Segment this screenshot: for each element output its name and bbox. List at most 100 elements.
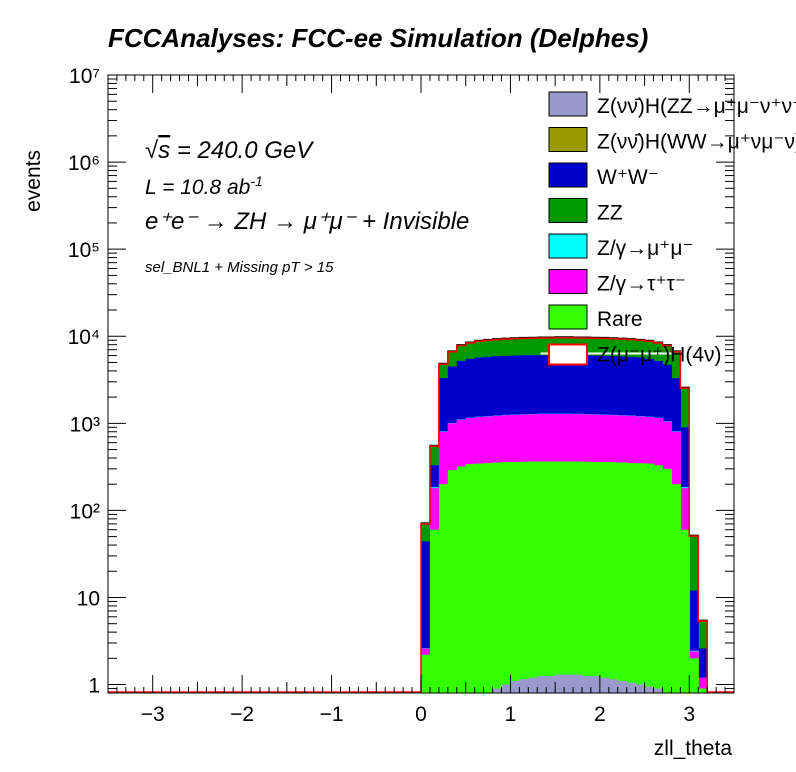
- stack-outline: [108, 336, 734, 694]
- ztautau-bar: [698, 677, 708, 693]
- legend-label: Z/γ→τ⁺τ⁻: [597, 273, 686, 296]
- x-tick-label: −3: [141, 703, 165, 726]
- annotation-selection: sel_BNL1 + Missing pT > 15: [145, 259, 334, 276]
- legend-swatch: [548, 162, 588, 188]
- rare-bar: [537, 461, 547, 693]
- legend-label: ZZ: [597, 202, 623, 225]
- ww-bar: [689, 590, 699, 693]
- zh-zz-bar: [590, 676, 601, 693]
- legend-swatch: [548, 269, 588, 294]
- rare-bar: [546, 461, 556, 693]
- legend-swatch: [548, 343, 588, 366]
- rare-bar: [644, 463, 655, 693]
- rare-bar: [510, 461, 520, 693]
- x-axis-label: zll_theta: [654, 737, 733, 760]
- ww-bar: [698, 648, 708, 693]
- annotation-process: e⁺e⁻ → ZH → μ⁺μ⁻ + Invisible: [145, 208, 469, 235]
- rare-bar: [447, 470, 458, 693]
- rare-bar: [590, 461, 601, 693]
- rare-bar: [626, 463, 637, 693]
- chart-title: FCCAnalyses: FCC-ee Simulation (Delphes): [108, 23, 648, 53]
- zh-zz-bar: [519, 679, 529, 693]
- zh-zz-bar: [510, 680, 520, 693]
- zh-zz-bar: [617, 680, 628, 693]
- zh-zz-bar: [635, 684, 646, 693]
- x-tick-label: 0: [415, 703, 427, 726]
- zh-zz-bar: [546, 676, 556, 693]
- x-tick-label: 3: [683, 703, 695, 726]
- zh-zz-bar: [626, 682, 637, 693]
- legend-label: Z/γ→μ⁺μ⁻: [597, 237, 694, 260]
- rare-bar: [671, 484, 681, 693]
- zh-zz-bar: [492, 688, 503, 693]
- y-tick-label: 10⁷: [69, 65, 100, 88]
- rare-bar: [599, 461, 610, 693]
- rare-bar: [680, 529, 690, 693]
- zh-zz-bar: [564, 674, 574, 693]
- rare-bar: [474, 463, 485, 693]
- zh-zz-bar: [555, 674, 565, 693]
- x-axis: −3 −2 −1 0 1 2 3: [107, 75, 735, 726]
- y-axis: 1 10 10² 10³ 10⁴ 10⁵ 10⁶ 10⁷: [68, 65, 734, 698]
- rare-bar: [653, 465, 664, 693]
- zh-zz-bar: [653, 688, 664, 693]
- x-tick-label: 1: [505, 703, 517, 726]
- x-tick-label: −2: [230, 703, 254, 726]
- legend-swatch: [548, 127, 588, 152]
- legend-label: Z(νν̄)H(WW→μ⁺νμ⁻ν): [597, 131, 796, 154]
- rare-bar: [519, 461, 529, 693]
- rare-bar: [465, 464, 476, 693]
- rare-bar: [698, 688, 708, 693]
- svg-text:L = 10.8 ab-1: L = 10.8 ab-1: [145, 173, 263, 199]
- rare-bar: [617, 462, 628, 693]
- rare-bar: [564, 461, 574, 693]
- legend-swatch: [548, 233, 588, 259]
- ww-bar: [421, 541, 431, 693]
- legend-label: Z(νν̄)H(ZZ→μ⁺μ⁻ν⁺ν⁻): [597, 95, 796, 118]
- svg-text:√s = 240.0 GeV: √s = 240.0 GeV: [145, 137, 314, 164]
- rare-bar: [581, 461, 592, 693]
- rare-bar: [635, 463, 646, 693]
- legend-label: W⁺W⁻: [597, 166, 659, 189]
- y-tick-label: 10²: [70, 500, 100, 523]
- rare-bar: [528, 461, 538, 693]
- zh-zz-bar: [599, 677, 610, 693]
- signal-outline: [108, 337, 734, 693]
- rare-bar: [492, 462, 503, 693]
- zh-zz-bar: [581, 676, 592, 693]
- y-tick-label: 10⁵: [68, 239, 100, 262]
- zh-zz-bar: [608, 679, 619, 693]
- zh-zz-bar: [644, 686, 655, 693]
- annotation-lumi: L = 10.8 ab-1: [145, 173, 263, 199]
- rare-bar: [421, 654, 431, 693]
- x-tick-label: −1: [320, 703, 344, 726]
- rare-bar: [662, 468, 672, 693]
- legend-swatch: [548, 91, 588, 117]
- legend-swatch: [548, 198, 588, 223]
- rare-bar: [573, 461, 583, 693]
- rare-bar: [689, 658, 699, 693]
- x-tick-label: 2: [594, 703, 606, 726]
- legend-label: Z(μ⁻μ⁺)H(4ν): [597, 344, 722, 367]
- y-tick-label: 10⁴: [68, 326, 100, 349]
- legend-swatch: [548, 304, 588, 330]
- y-axis-label: events: [22, 150, 45, 212]
- zh-zz-bar: [537, 676, 547, 693]
- zh-zz-bar: [573, 674, 583, 693]
- annotation-energy: √s = 240.0 GeV: [145, 137, 314, 164]
- y-tick-label: 10⁶: [68, 152, 100, 175]
- rare-bar: [501, 461, 512, 693]
- legend: Z(νν̄)H(ZZ→μ⁺μ⁻ν⁺ν⁻) Z(νν̄)H(WW→μ⁺νμ⁻ν) W⁺…: [540, 91, 796, 367]
- rare-bar: [438, 484, 449, 693]
- stacked-histogram: [108, 336, 734, 694]
- signal-line: [108, 337, 734, 693]
- y-tick-label: 1: [88, 675, 100, 698]
- rare-bar: [608, 462, 619, 693]
- rare-bar: [456, 466, 467, 693]
- rare-bar: [555, 461, 565, 693]
- rare-bar: [429, 529, 440, 693]
- zh-zz-bar: [528, 677, 538, 693]
- legend-label: Rare: [597, 308, 643, 331]
- rare-bar: [483, 463, 494, 693]
